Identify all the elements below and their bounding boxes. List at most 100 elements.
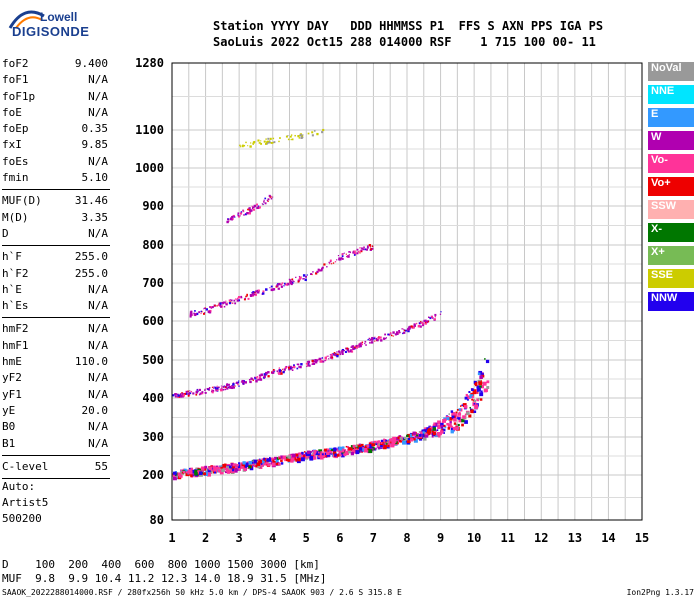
direction-legend: NoVal NNE E W Vo- Vo+ SSW X- X+ SSE NNW xyxy=(648,62,694,315)
echo-point xyxy=(466,395,469,397)
legend-item-noval: NoVal xyxy=(648,62,694,81)
echo-point xyxy=(387,439,390,441)
echo-point xyxy=(319,269,322,272)
echo-point xyxy=(425,321,427,324)
param-row-hmf2: hmF2 N/A xyxy=(2,321,110,337)
echo-point xyxy=(439,313,442,315)
echo-point xyxy=(185,392,188,395)
echo-point xyxy=(368,442,372,446)
echo-point xyxy=(336,454,340,457)
echo-point xyxy=(228,299,231,301)
echo-point xyxy=(265,372,268,375)
echo-point xyxy=(383,444,387,449)
echo-point xyxy=(244,297,246,300)
separator xyxy=(2,189,110,191)
echo-point xyxy=(417,433,419,435)
x-tick-label: 3 xyxy=(236,531,243,545)
y-tick-label: 200 xyxy=(142,468,164,482)
echo-point xyxy=(225,302,228,306)
echo-point xyxy=(264,376,266,379)
echo-point xyxy=(360,249,363,252)
echo-point xyxy=(304,278,307,281)
echo-point xyxy=(352,250,355,252)
echo-point xyxy=(177,394,180,397)
echo-point xyxy=(350,350,354,353)
echo-point xyxy=(251,461,254,464)
echo-point xyxy=(418,431,421,433)
echo-point xyxy=(311,274,313,276)
echo-point xyxy=(348,447,352,451)
echo-point xyxy=(245,141,247,144)
echo-point xyxy=(272,459,275,462)
echo-point xyxy=(395,441,398,445)
echo-point xyxy=(254,293,256,296)
header-line-1: Station YYYY DAY DDD HHMMSS P1 FFS S AXN… xyxy=(213,19,604,33)
echo-point xyxy=(389,438,392,442)
echo-point xyxy=(238,299,240,301)
echo-point xyxy=(419,325,422,328)
echo-point xyxy=(331,356,334,359)
echo-point xyxy=(245,295,247,298)
param-group-virtual-heights: h`F 255.0 h`F2 255.0 h`E N/A h`Es N/A xyxy=(2,249,110,314)
echo-point xyxy=(436,429,439,432)
param-value: 31.46 xyxy=(74,194,108,208)
echo-point xyxy=(326,355,328,357)
echo-point xyxy=(418,433,422,437)
echo-point xyxy=(339,257,342,261)
echo-point xyxy=(283,285,285,287)
echo-point xyxy=(237,383,239,386)
echo-point xyxy=(397,331,400,334)
echo-point xyxy=(200,466,205,470)
echo-point xyxy=(252,291,255,294)
echo-point xyxy=(269,137,272,140)
param-value: N/A xyxy=(88,322,108,336)
echo-point xyxy=(256,379,258,381)
echo-point xyxy=(374,447,377,450)
echo-point xyxy=(256,376,259,378)
echo-point xyxy=(456,417,459,419)
echo-point xyxy=(427,320,430,323)
param-label: h`Es xyxy=(2,299,29,313)
echo-point xyxy=(244,381,247,384)
param-value: 255.0 xyxy=(74,266,108,280)
echo-point xyxy=(341,350,344,353)
echo-point xyxy=(186,469,191,474)
echo-point xyxy=(259,378,263,381)
echo-point xyxy=(251,205,253,207)
param-label: hmF2 xyxy=(2,322,29,336)
y-tick-label: 800 xyxy=(142,238,164,252)
x-tick-label: 1 xyxy=(168,531,175,545)
echo-point xyxy=(345,253,347,255)
echo-point xyxy=(279,371,281,373)
echo-point xyxy=(194,310,196,312)
echo-point xyxy=(232,464,235,467)
echo-point xyxy=(419,431,423,435)
echo-point xyxy=(220,385,222,387)
echo-point xyxy=(271,457,275,462)
echo-point xyxy=(328,262,331,265)
echo-point xyxy=(223,385,225,387)
echo-point xyxy=(462,403,467,407)
echo-point xyxy=(378,443,381,446)
echo-point xyxy=(408,326,411,329)
echo-point xyxy=(250,377,253,380)
echo-point xyxy=(473,381,477,384)
echo-point xyxy=(300,134,304,138)
echo-point xyxy=(278,369,282,372)
echo-point xyxy=(200,312,202,315)
echo-point xyxy=(292,365,296,369)
echo-point xyxy=(275,459,279,463)
echo-point xyxy=(248,207,250,209)
echo-point xyxy=(414,435,417,438)
echo-point xyxy=(442,419,447,423)
echo-point xyxy=(346,446,349,449)
ionogram-plot: 1 2 3 4 5 6 7 8 9 10 11 12 13 14 15 802003004005006007… xyxy=(135,56,649,545)
param-label: hmE xyxy=(2,355,22,369)
echo-point xyxy=(283,282,286,285)
echo-point xyxy=(230,299,233,302)
echo-point xyxy=(216,466,220,470)
echo-point xyxy=(272,288,276,291)
echo-point xyxy=(220,388,223,392)
param-row-fof1p: foF1p N/A xyxy=(2,89,110,105)
echo-point xyxy=(225,384,229,387)
